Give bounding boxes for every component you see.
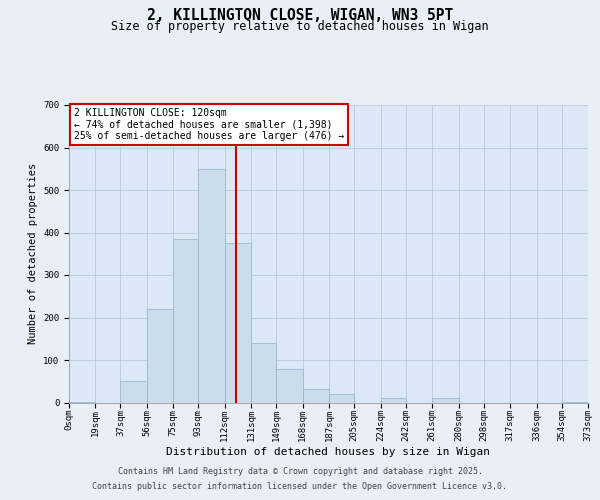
Bar [277, 368, 303, 402]
Bar [121, 381, 147, 402]
Text: Contains HM Land Registry data © Crown copyright and database right 2025.: Contains HM Land Registry data © Crown c… [118, 467, 482, 476]
Bar [251, 343, 277, 402]
Bar [432, 398, 458, 402]
Y-axis label: Number of detached properties: Number of detached properties [28, 163, 38, 344]
Bar [147, 309, 173, 402]
Bar [303, 389, 329, 402]
Bar [173, 239, 199, 402]
Bar [225, 243, 251, 402]
Bar [199, 169, 225, 402]
Text: Contains public sector information licensed under the Open Government Licence v3: Contains public sector information licen… [92, 482, 508, 491]
X-axis label: Distribution of detached houses by size in Wigan: Distribution of detached houses by size … [167, 446, 491, 456]
Bar [380, 398, 406, 402]
Bar [329, 394, 354, 402]
Text: 2 KILLINGTON CLOSE: 120sqm
← 74% of detached houses are smaller (1,398)
25% of s: 2 KILLINGTON CLOSE: 120sqm ← 74% of deta… [74, 108, 344, 141]
Text: Size of property relative to detached houses in Wigan: Size of property relative to detached ho… [111, 20, 489, 33]
Text: 2, KILLINGTON CLOSE, WIGAN, WN3 5PT: 2, KILLINGTON CLOSE, WIGAN, WN3 5PT [147, 8, 453, 22]
